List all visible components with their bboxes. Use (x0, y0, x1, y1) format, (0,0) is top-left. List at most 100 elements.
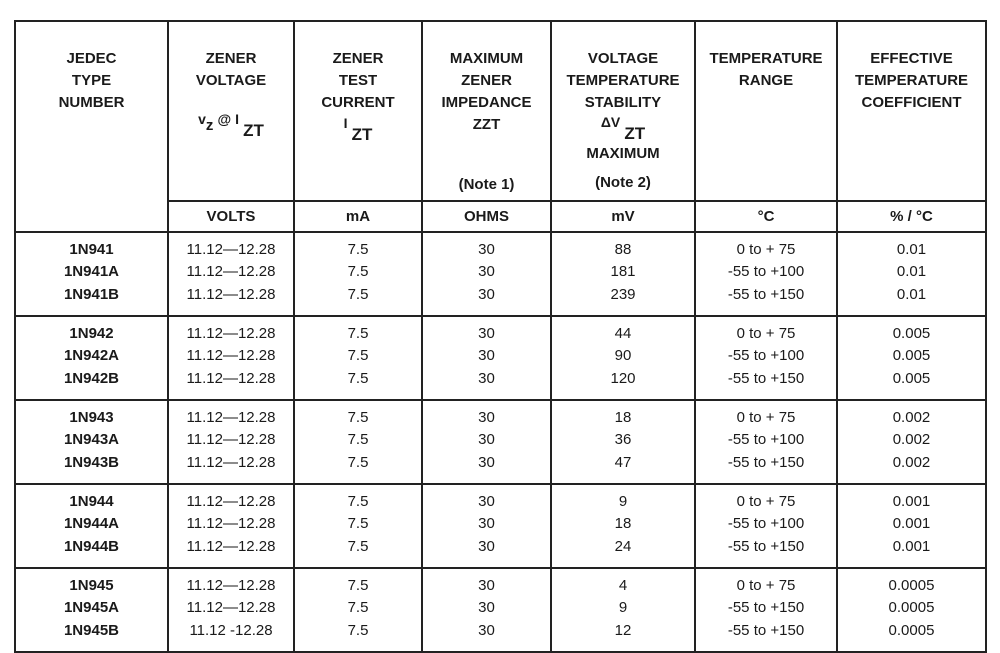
device-group-row: 1N943 1N943A 1N943B 11.12—12.28 11.12—12.28 1… (14, 399, 987, 485)
temperature-range-value: -55 to +100 (727, 431, 805, 449)
cell-zener-voltage: 11.12—12.28 11.12—12.28 11.12—12.28 (167, 315, 295, 401)
temp-coefficient-value: 0.005 (892, 325, 931, 342)
zener-voltage-value: 11.12—12.28 (186, 347, 276, 365)
header-line: TEMPERATURE (854, 72, 969, 89)
header-maximum-zener-impedance: MAXIMUM ZENER IMPEDANCE ZZT (Note 1) (421, 20, 552, 202)
formula-part: ZT (351, 125, 373, 144)
zener-voltage-value: 11.12—12.28 (186, 409, 276, 426)
formula-part: v (198, 111, 206, 127)
zener-voltage-value: 11.12—12.28 (186, 493, 276, 510)
zener-voltage-value: 11.12—12.28 (186, 577, 276, 594)
cell-temp-coefficient: 0.001 0.001 0.001 (836, 483, 987, 569)
test-current-value: 7.5 (347, 453, 369, 471)
cell-temperature-range: 0 to + 75 -55 to +100 -55 to +150 (694, 315, 838, 401)
header-line: ZENER (205, 50, 257, 67)
zener-voltage-value: 11.12—12.28 (186, 515, 276, 533)
cell-voltage-stability: 44 90 120 (550, 315, 696, 401)
cell-temp-coefficient: 0.002 0.002 0.002 (836, 399, 987, 485)
cell-type-number: 1N945 1N945A 1N945B (14, 567, 169, 653)
temperature-range-value: -55 to +150 (727, 599, 805, 617)
impedance-value: 30 (478, 621, 495, 639)
header-note: (Note 2) (595, 174, 651, 191)
header-formula: vz @ I ZT (169, 111, 293, 140)
temperature-range-value: -55 to +150 (727, 621, 805, 639)
header-zener-test-current: ZENER TEST CURRENT I ZT (293, 20, 423, 202)
cell-temperature-range: 0 to + 75 -55 to +150 -55 to +150 (694, 567, 838, 653)
cell-zener-voltage: 11.12—12.28 11.12—12.28 11.12 -12.28 (167, 567, 295, 653)
header-line: MAXIMUM (586, 145, 660, 162)
type-number-value: 1N942B (63, 369, 120, 387)
impedance-value: 30 (478, 515, 495, 533)
device-group-row: 1N942 1N942A 1N942B 11.12—12.28 11.12—12.28 1… (14, 315, 987, 401)
temperature-range-value: -55 to +100 (727, 515, 805, 533)
temp-coefficient-value: 0.0005 (888, 599, 935, 617)
impedance-value: 30 (478, 325, 495, 342)
temperature-range-value: 0 to + 75 (736, 577, 796, 594)
cell-impedance: 30 30 30 (421, 567, 552, 653)
header-line: TEMPERATURE (566, 72, 680, 89)
type-number-value: 1N941 (69, 241, 114, 258)
impedance-value: 30 (478, 537, 495, 555)
type-number-value: 1N945 (69, 577, 114, 594)
formula-part: ZT (243, 121, 264, 140)
type-number-value: 1N944 (69, 493, 114, 510)
header-line: ZENER (461, 72, 512, 89)
header-line: TEST (338, 72, 378, 89)
type-number-value: 1N942A (63, 347, 120, 365)
type-number-value: 1N943B (63, 453, 120, 471)
type-number-value: 1N944B (63, 537, 120, 555)
header-line: ZENER (332, 50, 384, 67)
test-current-value: 7.5 (347, 347, 369, 365)
header-voltage-temperature-stability: VOLTAGE TEMPERATURE STABILITY ΔV ZT MAXI… (550, 20, 696, 202)
voltage-stability-value: 18 (614, 409, 632, 426)
impedance-value: 30 (478, 285, 495, 303)
unit-ma: mA (293, 200, 423, 233)
device-group-row: 1N944 1N944A 1N944B 11.12—12.28 11.12—12.28 1… (14, 483, 987, 569)
cell-test-current: 7.5 7.5 7.5 (293, 231, 423, 317)
test-current-value: 7.5 (347, 369, 369, 387)
test-current-value: 7.5 (347, 409, 369, 426)
header-temperature-range: TEMPERATURE RANGE (694, 20, 838, 202)
cell-impedance: 30 30 30 (421, 399, 552, 485)
zener-voltage-value: 11.12—12.28 (186, 369, 276, 387)
cell-type-number: 1N944 1N944A 1N944B (14, 483, 169, 569)
header-line: CURRENT (321, 94, 395, 111)
cell-type-number: 1N941 1N941A 1N941B (14, 231, 169, 317)
impedance-value: 30 (478, 453, 495, 471)
voltage-stability-value: 88 (614, 241, 632, 258)
unit-celsius: °C (694, 200, 838, 233)
zener-voltage-value: 11.12—12.28 (186, 325, 276, 342)
type-number-value: 1N945A (63, 599, 120, 617)
zener-voltage-value: 11.12—12.28 (186, 241, 276, 258)
impedance-value: 30 (478, 577, 495, 594)
zener-voltage-value: 11.12—12.28 (186, 537, 276, 555)
temperature-range-value: 0 to + 75 (736, 325, 796, 342)
temperature-range-value: -55 to +150 (727, 453, 805, 471)
cell-voltage-stability: 9 18 24 (550, 483, 696, 569)
cell-zener-voltage: 11.12—12.28 11.12—12.28 11.12—12.28 (167, 231, 295, 317)
temp-coefficient-value: 0.001 (892, 515, 931, 533)
temperature-range-value: -55 to +150 (727, 537, 805, 555)
device-group-row: 1N945 1N945A 1N945B 11.12—12.28 11.12—12.28 1… (14, 567, 987, 653)
zener-voltage-value: 11.12 -12.28 (189, 621, 273, 639)
voltage-stability-value: 9 (618, 493, 628, 510)
zener-voltage-value: 11.12—12.28 (186, 453, 276, 471)
header-row: JEDEC TYPE NUMBER ZENER VOLTAGE vz @ I Z… (14, 20, 987, 233)
header-note: (Note 1) (458, 176, 515, 193)
formula-part: I (343, 115, 348, 131)
zener-diode-spec-table: JEDEC TYPE NUMBER ZENER VOLTAGE vz @ I Z… (14, 20, 987, 653)
type-number-value: 1N943A (63, 431, 120, 449)
header-jedec-type-number: JEDEC TYPE NUMBER (14, 20, 169, 233)
impedance-value: 30 (478, 431, 495, 449)
temperature-range-value: -55 to +150 (727, 285, 805, 303)
unit-mv: mV (550, 200, 696, 233)
temperature-range-value: -55 to +100 (727, 263, 805, 281)
test-current-value: 7.5 (347, 285, 369, 303)
header-line: ZZT (472, 116, 501, 133)
impedance-value: 30 (478, 369, 495, 387)
cell-impedance: 30 30 30 (421, 483, 552, 569)
header-formula: ΔV ZT (552, 114, 694, 143)
temp-coefficient-value: 0.001 (892, 537, 931, 555)
temperature-range-value: 0 to + 75 (736, 493, 796, 510)
temp-coefficient-value: 0.01 (896, 241, 927, 258)
